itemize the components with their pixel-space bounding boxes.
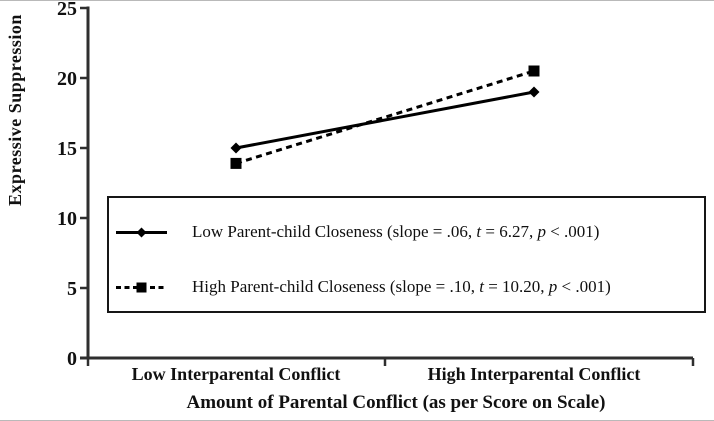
stat-symbol: t <box>476 222 482 241</box>
legend-swatch-dashed <box>116 282 167 292</box>
series-line-solid <box>235 90 535 150</box>
stat-symbol: p <box>537 222 546 241</box>
series-line-dashed <box>235 69 535 165</box>
legend-text-segment: < .001) <box>545 222 600 241</box>
legend-item-label: High Parent-child Closeness (slope = .10… <box>192 277 611 297</box>
x-category-label-low: Low Interparental Conflict <box>131 364 341 384</box>
y-tick-label: 15 <box>57 138 77 160</box>
legend-text-segment: High Parent-child Closeness (slope = .10… <box>192 277 480 296</box>
y-tick-label: 25 <box>57 0 77 20</box>
y-tick-label: 10 <box>57 208 77 230</box>
diamond-marker-icon <box>136 227 147 237</box>
stat-symbol: t <box>479 277 484 296</box>
legend-item: Low Parent-child Closeness (slope = .06,… <box>116 220 599 244</box>
legend-text-segment: = 10.20, <box>483 277 549 296</box>
figure-top-rule <box>0 0 714 1</box>
legend-box: Low Parent-child Closeness (slope = .06,… <box>107 196 706 313</box>
y-axis-title: Expressive Suppression <box>5 14 25 206</box>
square-marker <box>230 157 242 169</box>
square-marker-icon <box>136 282 147 292</box>
y-tick-label: 5 <box>67 278 77 300</box>
stat-symbol: p <box>548 277 558 296</box>
legend-text-segment: < .001) <box>557 277 611 296</box>
legend-item: High Parent-child Closeness (slope = .10… <box>116 275 611 299</box>
legend-item-label: Low Parent-child Closeness (slope = .06,… <box>192 222 599 242</box>
y-tick-label: 20 <box>57 68 77 90</box>
square-marker <box>528 65 540 77</box>
legend-swatch-solid <box>116 227 167 237</box>
legend-text-segment: = 6.27, <box>481 222 538 241</box>
legend-text-segment: Low Parent-child Closeness (slope = .06, <box>192 222 477 241</box>
x-category-label-high: High Interparental Conflict <box>427 364 641 384</box>
x-axis-title: Amount of Parental Conflict (as per Scor… <box>186 392 606 413</box>
y-tick-label: 0 <box>67 348 77 370</box>
diamond-marker <box>528 86 540 98</box>
diamond-marker <box>230 142 242 154</box>
